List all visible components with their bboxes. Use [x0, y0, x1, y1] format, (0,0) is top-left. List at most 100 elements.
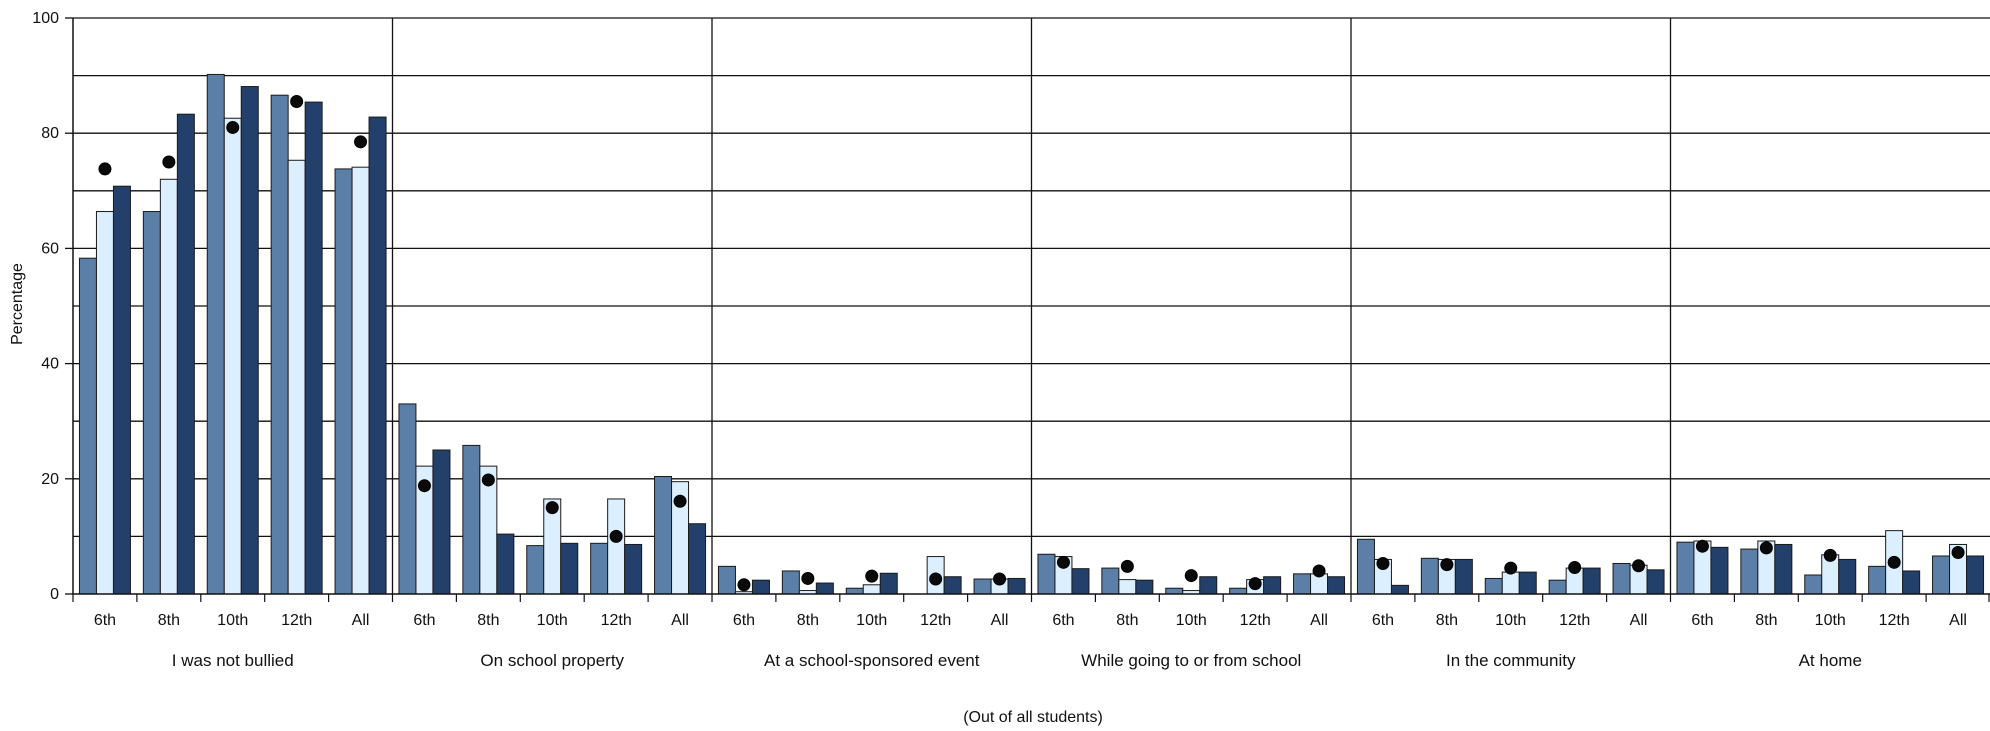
bar [845, 587, 864, 595]
grid-layer [73, 17, 1990, 594]
x-tick-label: All [1630, 612, 1648, 629]
bar [1101, 567, 1120, 595]
group-label: In the community [1446, 651, 1576, 670]
bar [1501, 571, 1520, 595]
y-tick-label: 100 [32, 10, 59, 27]
x-tick-label: All [1949, 612, 1967, 629]
bar [78, 257, 97, 595]
bar [1165, 587, 1184, 595]
bar [1356, 538, 1375, 595]
marker-point [162, 155, 176, 169]
bar [304, 101, 323, 595]
bar [1420, 557, 1439, 595]
bar [654, 475, 673, 595]
x-tick-label: 12th [1559, 612, 1590, 629]
bar [751, 579, 770, 595]
bar-layer [78, 73, 1985, 595]
marker-point [1056, 555, 1070, 569]
bar [1582, 567, 1601, 595]
marker-point [1568, 561, 1582, 575]
marker-point [929, 572, 943, 586]
y-axis-title: Percentage [9, 263, 26, 345]
x-tick-label: 6th [1052, 612, 1074, 629]
group-label: At a school-sponsored event [764, 651, 980, 670]
x-tick-label: All [352, 612, 370, 629]
bar [496, 533, 515, 595]
bar [1646, 569, 1665, 595]
marker-point [1440, 558, 1454, 572]
marker-point [1887, 555, 1901, 569]
marker-point [1951, 546, 1965, 560]
x-tick-label: 6th [94, 612, 116, 629]
bar [1007, 577, 1026, 595]
bar [973, 578, 992, 595]
y-tick-label: 60 [41, 240, 59, 257]
marker-point [1312, 564, 1326, 578]
bar [1454, 558, 1473, 595]
bar [206, 73, 225, 595]
bar [1293, 573, 1312, 595]
bar [1710, 546, 1729, 595]
marker-point [354, 135, 368, 149]
bar [223, 117, 242, 595]
x-tick-label: All [1310, 612, 1328, 629]
bar [398, 403, 417, 595]
group-label: I was not bullied [172, 651, 294, 670]
marker-point [1376, 556, 1390, 570]
marker-point [1184, 569, 1198, 583]
marker-point [737, 578, 751, 592]
x-tick-label: 6th [733, 612, 755, 629]
bar [526, 545, 545, 595]
bar [1774, 543, 1793, 595]
bar [432, 449, 451, 595]
bar [717, 565, 736, 595]
bar [1740, 548, 1759, 595]
bar [1868, 565, 1887, 595]
bar [1838, 558, 1857, 595]
bar [1390, 584, 1409, 595]
bar [1804, 574, 1823, 595]
bar [607, 498, 626, 595]
x-tick-label: 8th [1116, 612, 1138, 629]
x-tick-label: 8th [797, 612, 819, 629]
bar [1118, 579, 1137, 595]
marker-point [993, 572, 1007, 586]
bar [1229, 587, 1248, 595]
bar [1932, 555, 1951, 595]
marker-point [1632, 559, 1646, 573]
x-tick-label: 10th [856, 612, 887, 629]
bar [943, 576, 962, 595]
bar [1612, 562, 1631, 595]
bar [815, 582, 834, 595]
bar [1966, 555, 1985, 595]
x-axis-title: (Out of all students) [963, 709, 1103, 726]
bar [287, 159, 306, 595]
bar [142, 211, 161, 595]
bar [95, 211, 114, 595]
marker-point [609, 529, 623, 543]
marker-point [545, 501, 559, 515]
x-tick-label: 8th [477, 612, 499, 629]
bar [1327, 576, 1346, 595]
y-tick-label: 0 [50, 586, 59, 603]
marker-point [226, 120, 240, 134]
bar [1199, 576, 1218, 595]
x-tick-label: 12th [281, 612, 312, 629]
bar [351, 166, 370, 595]
marker-point [801, 571, 815, 585]
bar [1676, 541, 1695, 595]
bar [879, 572, 898, 595]
marker-point [1120, 559, 1134, 573]
y-tick-label: 80 [41, 125, 59, 142]
bar [462, 444, 481, 595]
bar [1518, 571, 1537, 595]
x-tick-label: All [671, 612, 689, 629]
marker-point [98, 162, 112, 176]
marker-layer [98, 95, 1965, 592]
bar [624, 543, 643, 595]
bar [1037, 553, 1056, 595]
bar [862, 584, 881, 595]
bar [590, 542, 609, 595]
bar [1484, 577, 1503, 595]
